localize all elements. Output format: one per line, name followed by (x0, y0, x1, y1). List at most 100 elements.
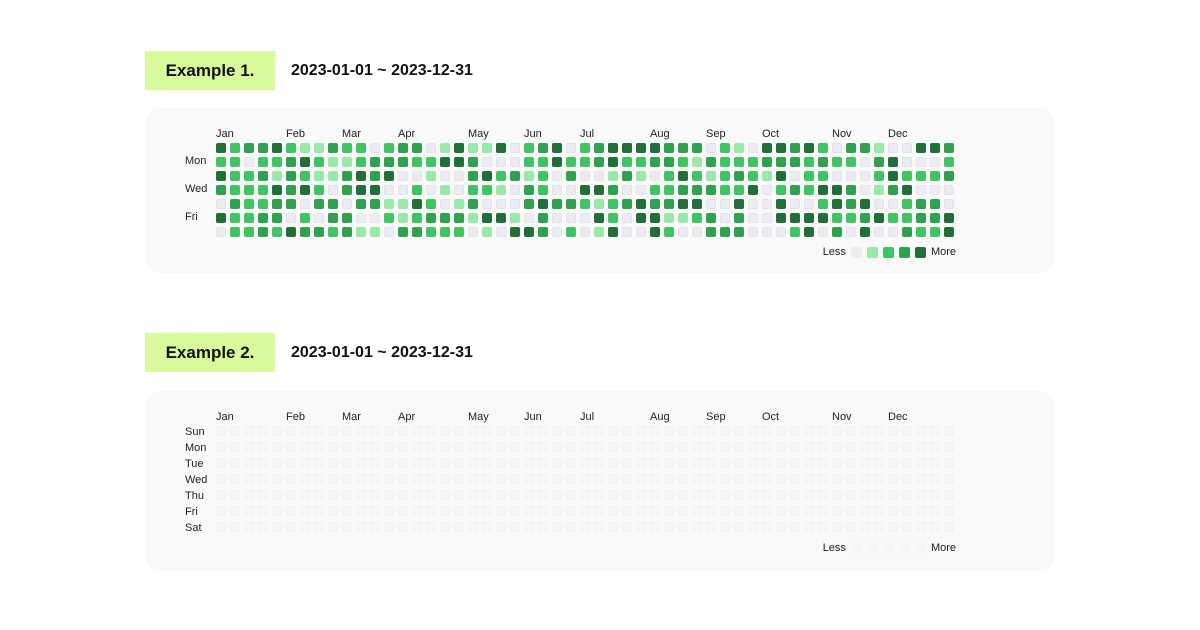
day-cell[interactable] (608, 426, 618, 436)
day-cell[interactable] (286, 442, 296, 452)
day-cell[interactable] (734, 458, 744, 468)
day-cell[interactable] (510, 474, 520, 484)
day-cell[interactable] (664, 442, 674, 452)
day-cell[interactable] (440, 199, 450, 209)
day-cell[interactable] (650, 157, 660, 167)
day-cell[interactable] (608, 171, 618, 181)
day-cell[interactable] (692, 442, 702, 452)
day-cell[interactable] (398, 213, 408, 223)
day-cell[interactable] (748, 522, 758, 532)
day-cell[interactable] (496, 185, 506, 195)
day-cell[interactable] (594, 522, 604, 532)
day-cell[interactable] (818, 171, 828, 181)
day-cell[interactable] (510, 506, 520, 516)
day-cell[interactable] (776, 171, 786, 181)
day-cell[interactable] (762, 143, 772, 153)
day-cell[interactable] (636, 442, 646, 452)
day-cell[interactable] (692, 474, 702, 484)
day-cell[interactable] (482, 522, 492, 532)
day-cell[interactable] (426, 143, 436, 153)
day-cell[interactable] (706, 474, 716, 484)
day-cell[interactable] (636, 506, 646, 516)
day-cell[interactable] (804, 506, 814, 516)
day-cell[interactable] (748, 157, 758, 167)
day-cell[interactable] (916, 157, 926, 167)
day-cell[interactable] (398, 157, 408, 167)
day-cell[interactable] (566, 490, 576, 500)
day-cell[interactable] (426, 490, 436, 500)
day-cell[interactable] (818, 143, 828, 153)
day-cell[interactable] (538, 185, 548, 195)
day-cell[interactable] (692, 143, 702, 153)
day-cell[interactable] (370, 474, 380, 484)
day-cell[interactable] (832, 426, 842, 436)
day-cell[interactable] (580, 458, 590, 468)
day-cell[interactable] (762, 199, 772, 209)
day-cell[interactable] (790, 185, 800, 195)
day-cell[interactable] (748, 143, 758, 153)
day-cell[interactable] (454, 143, 464, 153)
day-cell[interactable] (916, 506, 926, 516)
day-cell[interactable] (412, 185, 422, 195)
day-cell[interactable] (678, 199, 688, 209)
day-cell[interactable] (286, 522, 296, 532)
day-cell[interactable] (342, 522, 352, 532)
day-cell[interactable] (902, 171, 912, 181)
day-cell[interactable] (832, 442, 842, 452)
day-cell[interactable] (412, 490, 422, 500)
day-cell[interactable] (860, 143, 870, 153)
day-cell[interactable] (398, 199, 408, 209)
day-cell[interactable] (342, 426, 352, 436)
day-cell[interactable] (370, 185, 380, 195)
day-cell[interactable] (720, 522, 730, 532)
day-cell[interactable] (762, 522, 772, 532)
day-cell[interactable] (776, 426, 786, 436)
day-cell[interactable] (398, 185, 408, 195)
day-cell[interactable] (664, 458, 674, 468)
day-cell[interactable] (328, 474, 338, 484)
day-cell[interactable] (370, 199, 380, 209)
day-cell[interactable] (860, 442, 870, 452)
day-cell[interactable] (678, 442, 688, 452)
day-cell[interactable] (454, 157, 464, 167)
day-cell[interactable] (734, 522, 744, 532)
day-cell[interactable] (748, 213, 758, 223)
day-cell[interactable] (650, 185, 660, 195)
day-cell[interactable] (566, 506, 576, 516)
day-cell[interactable] (272, 171, 282, 181)
day-cell[interactable] (286, 199, 296, 209)
day-cell[interactable] (398, 143, 408, 153)
day-cell[interactable] (216, 426, 226, 436)
day-cell[interactable] (482, 143, 492, 153)
day-cell[interactable] (720, 426, 730, 436)
day-cell[interactable] (412, 199, 422, 209)
day-cell[interactable] (314, 199, 324, 209)
day-cell[interactable] (566, 522, 576, 532)
day-cell[interactable] (692, 157, 702, 167)
day-cell[interactable] (566, 157, 576, 167)
day-cell[interactable] (398, 474, 408, 484)
day-cell[interactable] (482, 506, 492, 516)
day-cell[interactable] (272, 506, 282, 516)
day-cell[interactable] (846, 442, 856, 452)
day-cell[interactable] (314, 185, 324, 195)
day-cell[interactable] (510, 426, 520, 436)
day-cell[interactable] (944, 442, 954, 452)
day-cell[interactable] (664, 227, 674, 237)
day-cell[interactable] (846, 458, 856, 468)
day-cell[interactable] (762, 442, 772, 452)
day-cell[interactable] (916, 171, 926, 181)
day-cell[interactable] (594, 426, 604, 436)
day-cell[interactable] (608, 506, 618, 516)
day-cell[interactable] (426, 474, 436, 484)
day-cell[interactable] (342, 442, 352, 452)
day-cell[interactable] (230, 506, 240, 516)
day-cell[interactable] (538, 157, 548, 167)
day-cell[interactable] (706, 426, 716, 436)
day-cell[interactable] (762, 426, 772, 436)
day-cell[interactable] (482, 199, 492, 209)
day-cell[interactable] (216, 213, 226, 223)
day-cell[interactable] (706, 171, 716, 181)
day-cell[interactable] (636, 426, 646, 436)
day-cell[interactable] (594, 458, 604, 468)
